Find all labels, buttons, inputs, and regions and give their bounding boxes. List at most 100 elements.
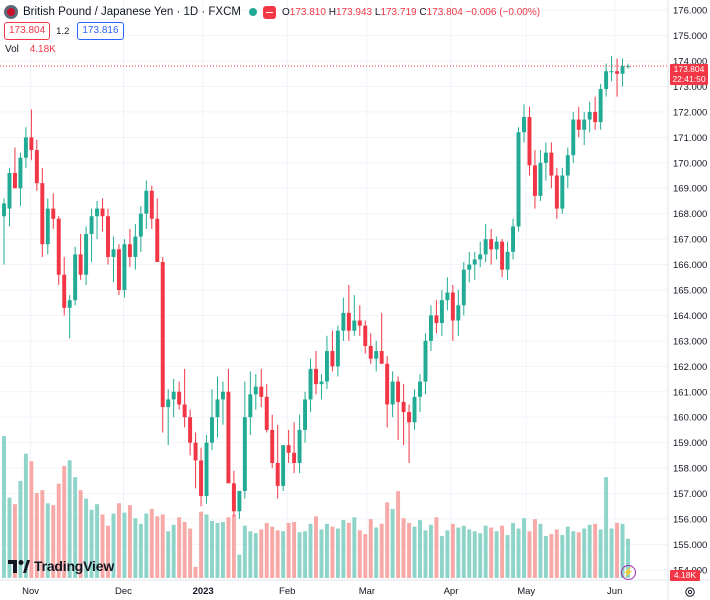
- candle-body: [385, 363, 390, 405]
- candlestick-series: [2, 55, 630, 519]
- candle-body: [275, 462, 280, 486]
- price-tick-label: 173.000: [673, 82, 707, 93]
- candle-body: [78, 254, 83, 275]
- candle-body: [106, 216, 110, 257]
- candle-body: [576, 119, 581, 130]
- candle-body: [516, 132, 521, 227]
- volume-bar: [199, 511, 204, 578]
- volume-bar: [2, 436, 6, 578]
- volume-bar: [407, 522, 412, 578]
- time-axis[interactable]: Nov Dec 2023 Feb Mar Apr May Jun: [0, 579, 710, 597]
- tradingview-logo[interactable]: TradingView: [8, 558, 114, 574]
- candle-body: [472, 259, 477, 265]
- symbol-title[interactable]: British Pound / Japanese Yen · 1D · FXCM: [23, 6, 241, 18]
- buy-button[interactable]: 173.816: [77, 22, 124, 40]
- volume-bar: [149, 508, 154, 578]
- volume-bar: [324, 523, 329, 578]
- candle-body: [29, 137, 34, 151]
- candle-body: [182, 404, 187, 418]
- hide-legend-button[interactable]: [262, 5, 276, 19]
- price-tick-label: 163.000: [673, 336, 707, 347]
- ohlc-values: O173.810 H173.943 L173.719 C173.804 −0.0…: [281, 6, 541, 18]
- price-tick-label: 168.000: [673, 209, 707, 220]
- candle-body: [543, 152, 548, 163]
- price-tick-label: 155.000: [673, 540, 707, 551]
- candle-body: [193, 442, 198, 461]
- volume-bar: [543, 535, 548, 578]
- volume-bar: [89, 509, 94, 578]
- market-status-icon[interactable]: [248, 8, 257, 16]
- tradingview-logo-text: TradingView: [34, 558, 115, 574]
- volume-bar: [423, 530, 428, 578]
- candle-body: [511, 226, 516, 252]
- volume-bar: [593, 523, 598, 578]
- volume-bar: [571, 531, 576, 578]
- candle-body: [34, 150, 39, 184]
- candle-body: [226, 391, 231, 484]
- volume-bar: [560, 535, 565, 578]
- volume-bar: [396, 491, 401, 578]
- candle-body: [23, 137, 28, 158]
- candle-body: [527, 117, 532, 166]
- candle-body: [352, 320, 357, 331]
- lightning-icon[interactable]: ⚡: [621, 565, 636, 580]
- candle-body: [133, 236, 138, 257]
- volume-bar: [554, 529, 559, 578]
- candle-body: [177, 391, 182, 405]
- candle-body: [434, 315, 439, 324]
- candle-body: [12, 172, 17, 189]
- volume-bar: [286, 522, 291, 578]
- candle-body: [363, 325, 368, 346]
- volume-bar: [133, 518, 138, 578]
- candle-body: [379, 351, 384, 364]
- volume-bar: [620, 523, 625, 578]
- volume-bar: [412, 526, 417, 578]
- candle-body: [2, 203, 6, 217]
- candle-body: [166, 399, 171, 408]
- grid: [0, 0, 668, 580]
- volume-bar: [67, 460, 72, 578]
- volume-bar: [467, 529, 472, 578]
- volume-bar: [177, 517, 182, 578]
- volume-bar: [56, 483, 61, 578]
- gear-icon[interactable]: [684, 586, 696, 598]
- volume-legend-label[interactable]: Vol: [5, 44, 19, 55]
- candle-body: [253, 386, 258, 395]
- volume-bar: [84, 498, 89, 578]
- volume-bar: [127, 505, 132, 578]
- change-value: −0.006 (−0.00%): [465, 6, 541, 18]
- spread-value: 1.2: [56, 25, 70, 37]
- candle-body: [346, 312, 351, 331]
- volume-bar: [314, 516, 318, 578]
- volume-bar: [489, 527, 494, 578]
- candle-body: [571, 119, 576, 156]
- price-tick-label: 167.000: [673, 235, 707, 246]
- volume-bar: [116, 503, 121, 578]
- price-tick-label: 159.000: [673, 438, 707, 449]
- sell-button[interactable]: 173.804: [4, 22, 51, 40]
- candle-body: [270, 429, 275, 463]
- volume-bar: [461, 525, 466, 578]
- time-tick-label: Jun: [607, 586, 622, 597]
- volume-bar: [155, 516, 160, 578]
- price-tick-label: 169.000: [673, 184, 707, 195]
- high-value: 173.943: [335, 6, 373, 18]
- candle-body: [7, 172, 12, 209]
- volume-bar: [456, 527, 461, 578]
- price-tick-label: 157.000: [673, 489, 707, 500]
- candle-body: [40, 183, 45, 245]
- candle-body: [122, 244, 127, 290]
- volume-bar: [29, 461, 34, 578]
- candle-body: [100, 208, 105, 217]
- volume-bar: [166, 531, 171, 578]
- volume-bar: [609, 528, 614, 578]
- volume-bar: [23, 453, 28, 578]
- candle-body: [582, 119, 587, 130]
- volume-bar: [434, 517, 439, 578]
- candle-body: [554, 175, 559, 209]
- volume-bar: [483, 525, 488, 578]
- candle-body: [467, 264, 472, 270]
- time-tick-label: Mar: [359, 586, 375, 597]
- price-axis[interactable]: 154.000155.000156.000157.000158.000159.0…: [667, 0, 707, 600]
